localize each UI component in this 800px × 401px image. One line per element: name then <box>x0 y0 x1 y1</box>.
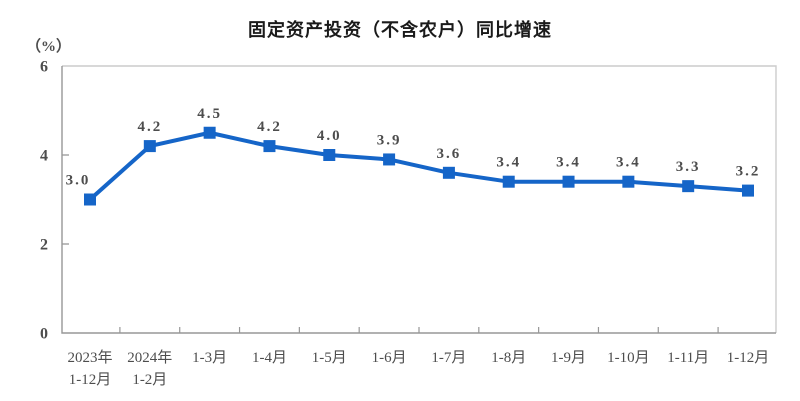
y-tick-label: 4 <box>40 148 48 165</box>
data-point-label: 4.5 <box>197 106 222 122</box>
data-point-marker <box>263 140 276 153</box>
x-tick-label: 1-7月 <box>431 350 466 366</box>
chart-title: 固定资产投资（不含农户）同比增速 <box>248 20 552 40</box>
data-point-marker <box>143 140 156 153</box>
data-point-label: 3.4 <box>616 155 641 171</box>
y-axis-unit-label: （%） <box>26 39 72 55</box>
y-tick-label: 6 <box>40 59 48 76</box>
x-tick-label: 1-5月 <box>312 350 347 366</box>
data-point-marker <box>442 166 455 179</box>
x-tick-label: 1-9月 <box>551 350 586 366</box>
data-point-label: 3.4 <box>496 155 521 171</box>
x-tick-label: 1-11月 <box>667 350 709 366</box>
x-tick-label: 1-10月 <box>607 350 650 366</box>
data-point-marker <box>742 184 754 197</box>
x-tick-label: 2024年 <box>127 349 172 366</box>
data-point-marker <box>622 175 635 188</box>
data-point-label: 3.0 <box>66 173 91 189</box>
y-tick-label: 0 <box>40 326 48 343</box>
data-point-marker <box>84 193 96 206</box>
x-tick-label: 1-4月 <box>252 350 287 366</box>
data-point-label: 3.9 <box>377 132 402 148</box>
x-tick-label: 1-6月 <box>372 350 407 366</box>
data-point-label: 3.2 <box>736 164 761 180</box>
plot-border-axis <box>61 66 776 334</box>
data-point-label: 3.6 <box>437 146 462 162</box>
x-tick-label: 1-12月 <box>727 350 770 366</box>
data-point-label: 4.2 <box>137 119 162 135</box>
data-point-marker <box>203 126 216 139</box>
data-point-label: 3.3 <box>676 159 701 175</box>
data-point-marker <box>562 175 575 188</box>
data-point-marker <box>502 175 515 188</box>
x-tick-label: 1-8月 <box>491 350 526 366</box>
x-tick-label: 2023年 <box>67 349 112 366</box>
data-point-label: 3.4 <box>556 155 581 171</box>
data-point-marker <box>383 153 396 166</box>
x-tick-label: 1-2月 <box>132 372 167 388</box>
data-point-marker <box>682 180 695 193</box>
data-point-marker <box>323 149 336 161</box>
x-tick-label: 1-3月 <box>192 350 227 366</box>
y-tick-label: 2 <box>40 237 48 254</box>
data-point-label: 4.0 <box>317 128 342 144</box>
x-tick-label: 1-12月 <box>69 372 112 388</box>
data-point-label: 4.2 <box>257 119 282 135</box>
series-line <box>88 130 750 202</box>
plot-border-light <box>62 65 777 333</box>
